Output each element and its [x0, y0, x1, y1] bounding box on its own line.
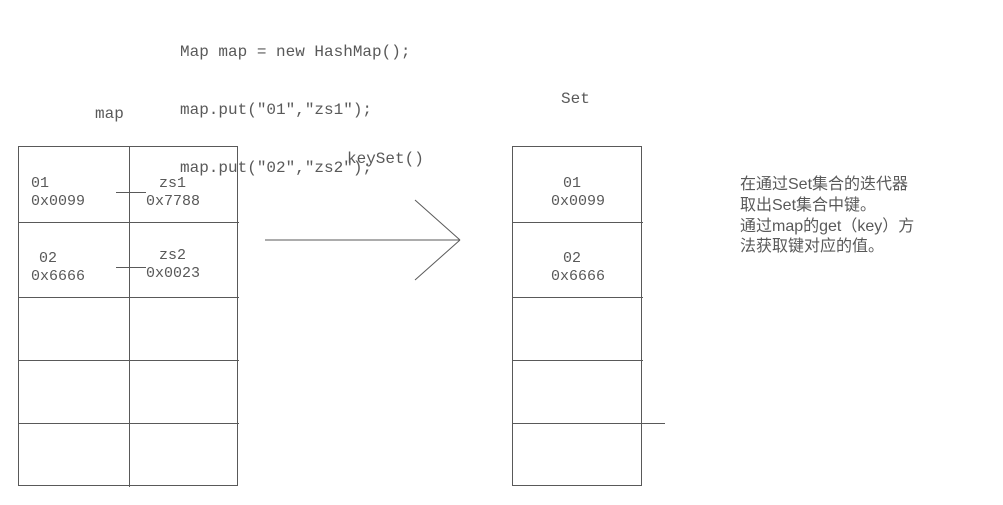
desc-line-2: 取出Set集合中键。: [740, 197, 876, 214]
set-row-divider-4: [513, 423, 643, 424]
keyset-label: keySet(): [347, 150, 424, 168]
map-cell-1-1-addr: 0x0023: [146, 265, 200, 283]
map-table: 01 0x0099 zs1 0x7788 02 0x6666 zs2 0x002…: [18, 146, 238, 486]
set-table: 01 0x0099 02 0x6666: [512, 146, 642, 486]
map-cell-1-0-addr: 0x6666: [31, 268, 85, 286]
set-extra-tick: [643, 423, 665, 424]
description-text: 在通过Set集合的迭代器 取出Set集合中键。 通过map的get（key）方 …: [740, 175, 980, 258]
code-line-1: Map map = new HashMap();: [180, 43, 410, 62]
map-row-divider-4: [19, 423, 239, 424]
set-row-divider-2: [513, 297, 643, 298]
desc-line-4: 法获取键对应的值。: [740, 238, 884, 255]
set-cell-0-key: 01: [563, 175, 581, 193]
arrow-keyset: [265, 195, 480, 285]
map-row-divider-2: [19, 297, 239, 298]
desc-line-1: 在通过Set集合的迭代器: [740, 176, 908, 193]
map-cell-0-0-key: 01: [31, 175, 49, 193]
set-label: Set: [561, 90, 590, 108]
set-row-divider-1: [513, 222, 643, 223]
map-cell-1-0-key: 02: [39, 250, 57, 268]
map-row-divider-3: [19, 360, 239, 361]
map-cell-0-1-key: zs1: [159, 175, 186, 193]
set-cell-1-addr: 0x6666: [551, 268, 605, 286]
map-row-divider-1: [19, 222, 239, 223]
map-cell-1-1-key: zs2: [159, 247, 186, 265]
code-line-2: map.put("01","zs1");: [180, 101, 410, 120]
set-cell-1-key: 02: [563, 250, 581, 268]
desc-line-3: 通过map的get（key）方: [740, 218, 914, 235]
map-col-divider: [129, 147, 130, 487]
map-link-tick-0: [116, 192, 146, 193]
map-cell-0-0-addr: 0x0099: [31, 193, 85, 211]
map-label: map: [95, 105, 124, 123]
set-cell-0-addr: 0x0099: [551, 193, 605, 211]
map-cell-0-1-addr: 0x7788: [146, 193, 200, 211]
map-link-tick-1: [116, 267, 146, 268]
set-row-divider-3: [513, 360, 643, 361]
